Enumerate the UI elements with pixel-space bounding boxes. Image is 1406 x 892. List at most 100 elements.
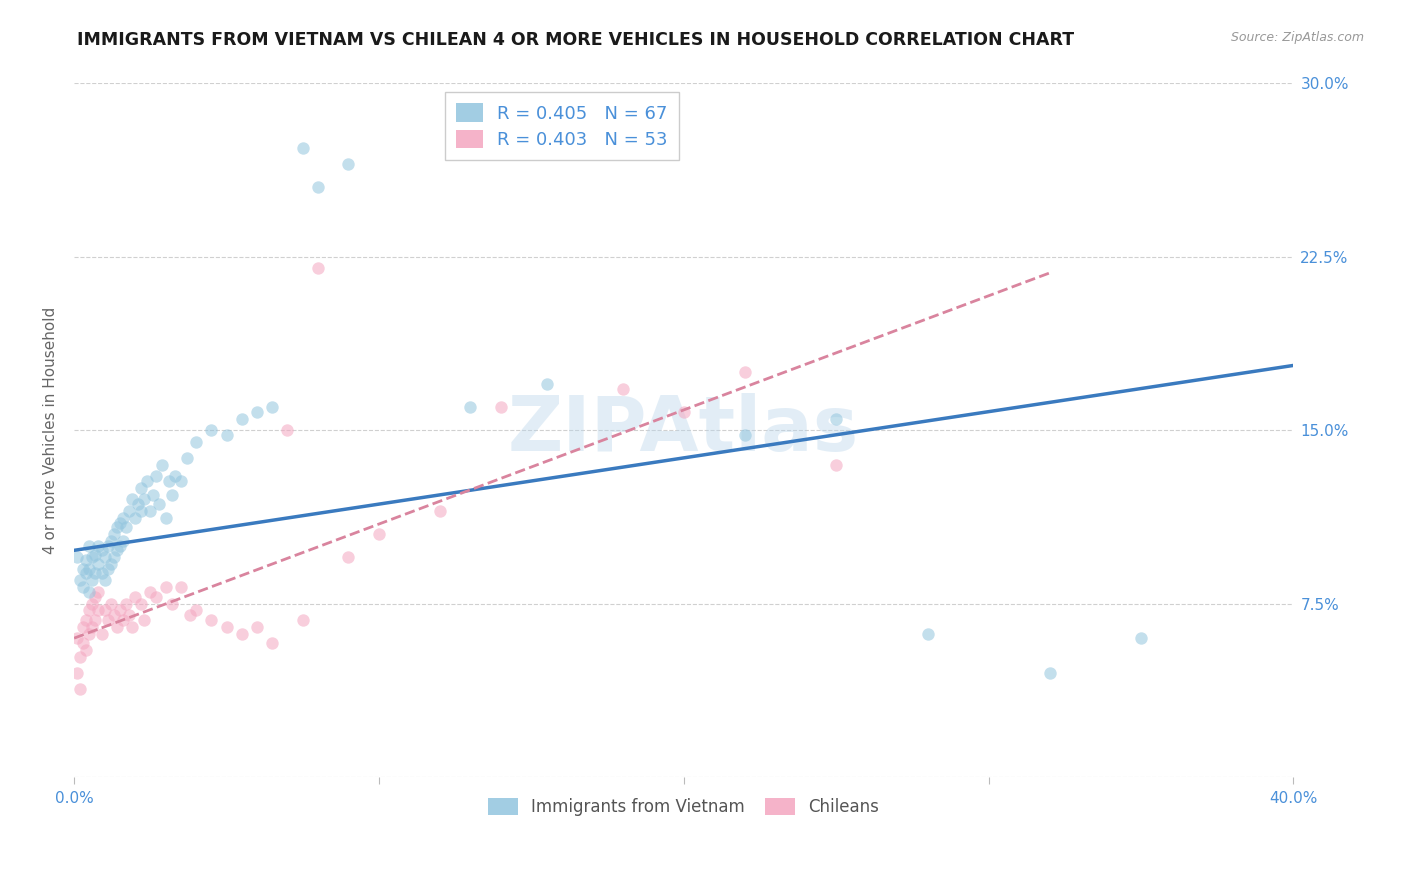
Point	[460, 400, 482, 414]
Point	[72, 580, 94, 594]
Point	[87, 558, 110, 572]
Text: IMMIGRANTS FROM VIETNAM VS CHILEAN 4 OR MORE VEHICLES IN HOUSEHOLD CORRELATION C: IMMIGRANTS FROM VIETNAM VS CHILEAN 4 OR …	[77, 31, 1074, 49]
Point	[429, 504, 451, 518]
Point	[69, 574, 91, 588]
Point	[291, 141, 314, 155]
Point	[170, 580, 193, 594]
Point	[734, 365, 756, 379]
Point	[129, 504, 152, 518]
Point	[176, 450, 198, 465]
Point	[215, 619, 238, 633]
Point	[108, 516, 131, 530]
Point	[79, 562, 101, 576]
Point	[97, 562, 120, 576]
Point	[97, 539, 120, 553]
Point	[825, 411, 848, 425]
Point	[129, 597, 152, 611]
Point	[103, 550, 125, 565]
Point	[825, 458, 848, 472]
Point	[134, 492, 156, 507]
Point	[246, 619, 269, 633]
Point	[105, 543, 128, 558]
Point	[75, 642, 97, 657]
Text: ZIPAtlas: ZIPAtlas	[508, 393, 859, 467]
Point	[337, 157, 360, 171]
Point	[93, 574, 115, 588]
Point	[262, 400, 284, 414]
Point	[75, 552, 97, 566]
Point	[100, 597, 122, 611]
Point	[90, 566, 112, 581]
Point	[1129, 631, 1152, 645]
Point	[157, 474, 180, 488]
Point	[672, 405, 695, 419]
Point	[103, 527, 125, 541]
Point	[108, 539, 131, 553]
Point	[179, 608, 201, 623]
Point	[66, 550, 89, 565]
Point	[97, 613, 120, 627]
Point	[75, 613, 97, 627]
Point	[200, 613, 222, 627]
Point	[121, 619, 143, 633]
Point	[734, 427, 756, 442]
Point	[108, 603, 131, 617]
Point	[127, 497, 149, 511]
Point	[84, 548, 107, 562]
Text: Source: ZipAtlas.com: Source: ZipAtlas.com	[1230, 31, 1364, 45]
Point	[231, 626, 253, 640]
Point	[72, 636, 94, 650]
Point	[115, 520, 138, 534]
Point	[163, 469, 186, 483]
Point	[82, 550, 104, 565]
Point	[105, 619, 128, 633]
Point	[124, 511, 146, 525]
Point	[79, 603, 101, 617]
Point	[145, 469, 167, 483]
Y-axis label: 4 or more Vehicles in Household: 4 or more Vehicles in Household	[44, 307, 58, 554]
Point	[536, 376, 558, 391]
Point	[367, 527, 389, 541]
Point	[72, 562, 94, 576]
Point	[200, 423, 222, 437]
Point	[105, 520, 128, 534]
Point	[129, 481, 152, 495]
Point	[111, 511, 134, 525]
Point	[148, 497, 170, 511]
Point	[84, 566, 107, 581]
Point	[82, 597, 104, 611]
Point	[69, 681, 91, 696]
Point	[93, 550, 115, 565]
Point	[100, 558, 122, 572]
Point	[145, 590, 167, 604]
Legend: Immigrants from Vietnam, Chileans: Immigrants from Vietnam, Chileans	[479, 789, 887, 824]
Point	[152, 458, 174, 472]
Point	[66, 631, 89, 645]
Point	[75, 566, 97, 581]
Point	[246, 405, 269, 419]
Point	[215, 427, 238, 442]
Point	[103, 608, 125, 623]
Point	[100, 534, 122, 549]
Point	[612, 382, 634, 396]
Point	[160, 597, 183, 611]
Point	[118, 608, 141, 623]
Point	[84, 590, 107, 604]
Point	[87, 585, 110, 599]
Point	[262, 636, 284, 650]
Point	[69, 649, 91, 664]
Point	[184, 434, 207, 449]
Point	[111, 613, 134, 627]
Point	[337, 550, 360, 565]
Point	[489, 400, 512, 414]
Point	[1038, 665, 1060, 680]
Point	[307, 180, 329, 194]
Point	[124, 590, 146, 604]
Point	[90, 626, 112, 640]
Point	[115, 597, 138, 611]
Point	[93, 603, 115, 617]
Point	[917, 626, 939, 640]
Point	[79, 626, 101, 640]
Point	[307, 261, 329, 276]
Point	[139, 585, 162, 599]
